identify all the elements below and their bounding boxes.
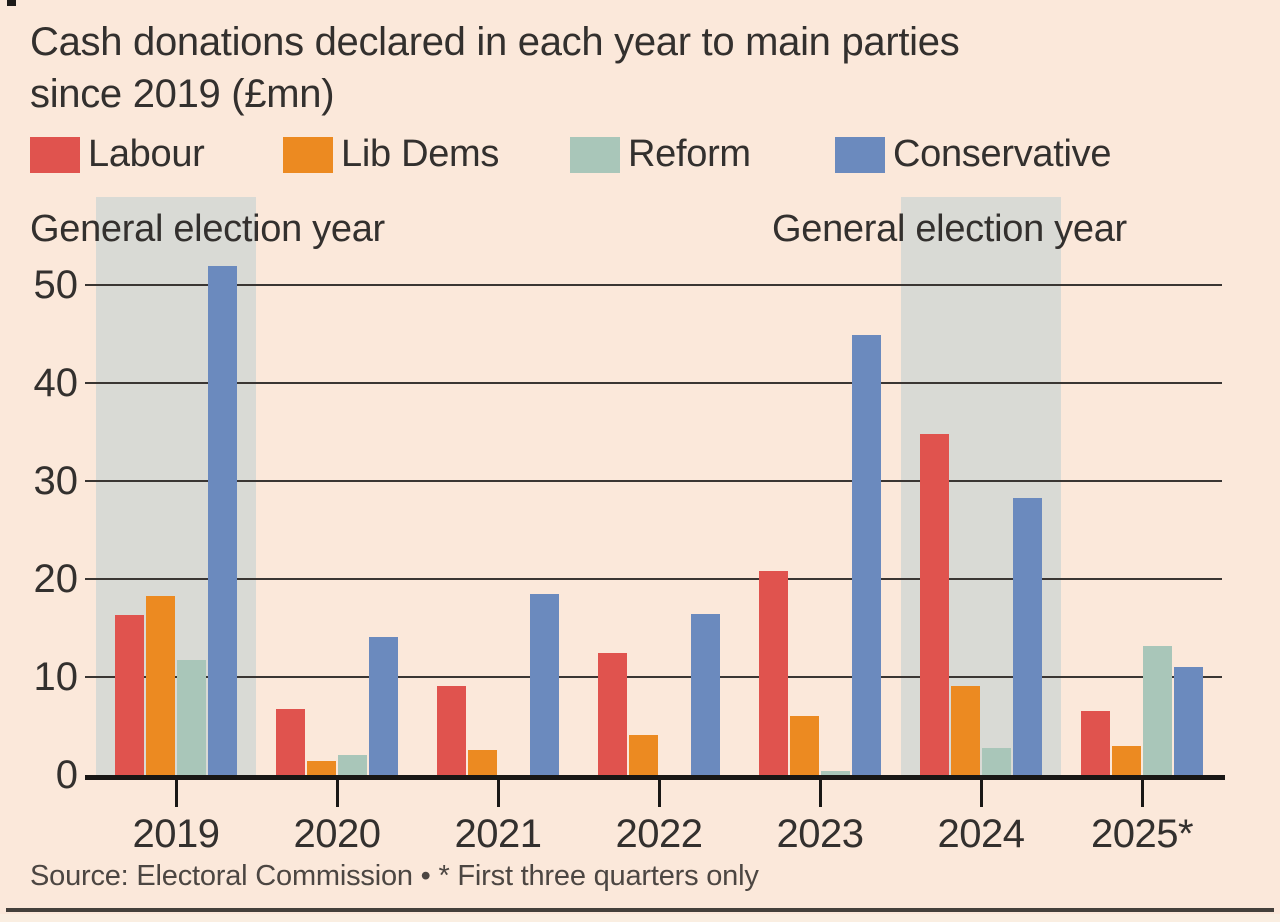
bar-lib-dems-2023 xyxy=(789,716,819,775)
chart-title-line1: Cash donations declared in each year to … xyxy=(30,20,960,64)
bar-labour-2024 xyxy=(919,433,949,775)
bar-labour-2023 xyxy=(758,571,788,775)
gridline-40 xyxy=(85,382,1222,384)
bar-reform-2023 xyxy=(821,771,851,775)
y-axis-label-0: 0 xyxy=(55,753,78,797)
x-tick-2025 xyxy=(1140,780,1144,807)
x-axis-line xyxy=(85,775,1225,780)
legend-label: Lib Dems xyxy=(341,133,500,175)
x-axis-label-2023: 2023 xyxy=(776,812,864,856)
x-tick-2021 xyxy=(496,780,500,807)
legend-item-lib-dems: Lib Dems xyxy=(283,133,499,176)
bar-conservative-2024 xyxy=(1013,497,1043,775)
bar-lib-dems-2022 xyxy=(628,734,658,775)
right-election-year-label: General election year xyxy=(772,208,1127,250)
legend-label: Labour xyxy=(88,133,205,175)
bar-conservative-2020 xyxy=(369,636,399,775)
bar-labour-2021 xyxy=(436,685,466,775)
legend-item-reform: Reform xyxy=(570,133,751,176)
bar-lib-dems-2020 xyxy=(306,761,336,775)
bar-lib-dems-2024 xyxy=(950,685,980,775)
bottom-strip xyxy=(0,914,1280,922)
bar-reform-2020 xyxy=(338,755,368,775)
bar-labour-2022 xyxy=(597,652,627,775)
left-election-year-label: General election year xyxy=(30,208,385,250)
chart-title: Cash donations declared in each year to … xyxy=(30,16,960,120)
legend: Labour Lib Dems Reform Conservative xyxy=(0,133,1280,176)
x-axis-label-2020: 2020 xyxy=(293,812,381,856)
legend-swatch-icon xyxy=(835,136,885,173)
y-axis-label-40: 40 xyxy=(33,361,79,405)
legend-item-conservative: Conservative xyxy=(835,133,1111,176)
bar-lib-dems-2021 xyxy=(467,749,497,775)
bar-conservative-2021 xyxy=(530,593,560,775)
x-tick-2019 xyxy=(174,780,178,807)
bar-conservative-2025 xyxy=(1174,667,1204,775)
x-axis-label-2024: 2024 xyxy=(937,812,1025,856)
bar-reform-2019 xyxy=(177,660,207,775)
x-tick-2022 xyxy=(657,780,661,807)
y-axis-label-20: 20 xyxy=(33,557,79,601)
gridline-30 xyxy=(85,480,1222,482)
x-axis-label-2022: 2022 xyxy=(615,812,703,856)
y-axis-label-30: 30 xyxy=(33,459,79,503)
x-tick-2020 xyxy=(335,780,339,807)
gridline-10 xyxy=(85,676,1222,678)
x-axis-label-2019: 2019 xyxy=(132,812,220,856)
y-axis-label-10: 10 xyxy=(33,655,79,699)
bar-lib-dems-2025 xyxy=(1111,745,1141,775)
bar-conservative-2019 xyxy=(208,266,238,775)
corner-mark xyxy=(7,0,16,6)
source-note: Source: Electoral Commission • * First t… xyxy=(30,860,759,892)
legend-swatch-icon xyxy=(30,136,80,173)
bar-conservative-2023 xyxy=(852,334,882,775)
gridline-50 xyxy=(85,284,1222,286)
x-tick-2023 xyxy=(818,780,822,807)
x-tick-2024 xyxy=(979,780,983,807)
legend-item-labour: Labour xyxy=(30,133,205,176)
legend-swatch-icon xyxy=(283,136,333,173)
bar-labour-2020 xyxy=(275,709,305,775)
x-axis-label-2021: 2021 xyxy=(454,812,542,856)
y-axis-label-50: 50 xyxy=(33,263,79,307)
chart-title-line2: since 2019 (£mn) xyxy=(30,72,335,116)
bottom-rule xyxy=(6,908,1274,912)
x-axis-label-2025: 2025* xyxy=(1090,812,1194,856)
bar-labour-2025 xyxy=(1080,711,1110,775)
legend-label: Conservative xyxy=(893,133,1112,175)
bar-lib-dems-2019 xyxy=(145,595,175,775)
legend-label: Reform xyxy=(628,133,751,175)
bar-reform-2025 xyxy=(1143,645,1173,775)
bar-conservative-2022 xyxy=(691,614,721,775)
bar-reform-2024 xyxy=(982,747,1012,775)
legend-swatch-icon xyxy=(570,136,620,173)
bar-labour-2019 xyxy=(114,615,144,775)
gridline-20 xyxy=(85,578,1222,580)
